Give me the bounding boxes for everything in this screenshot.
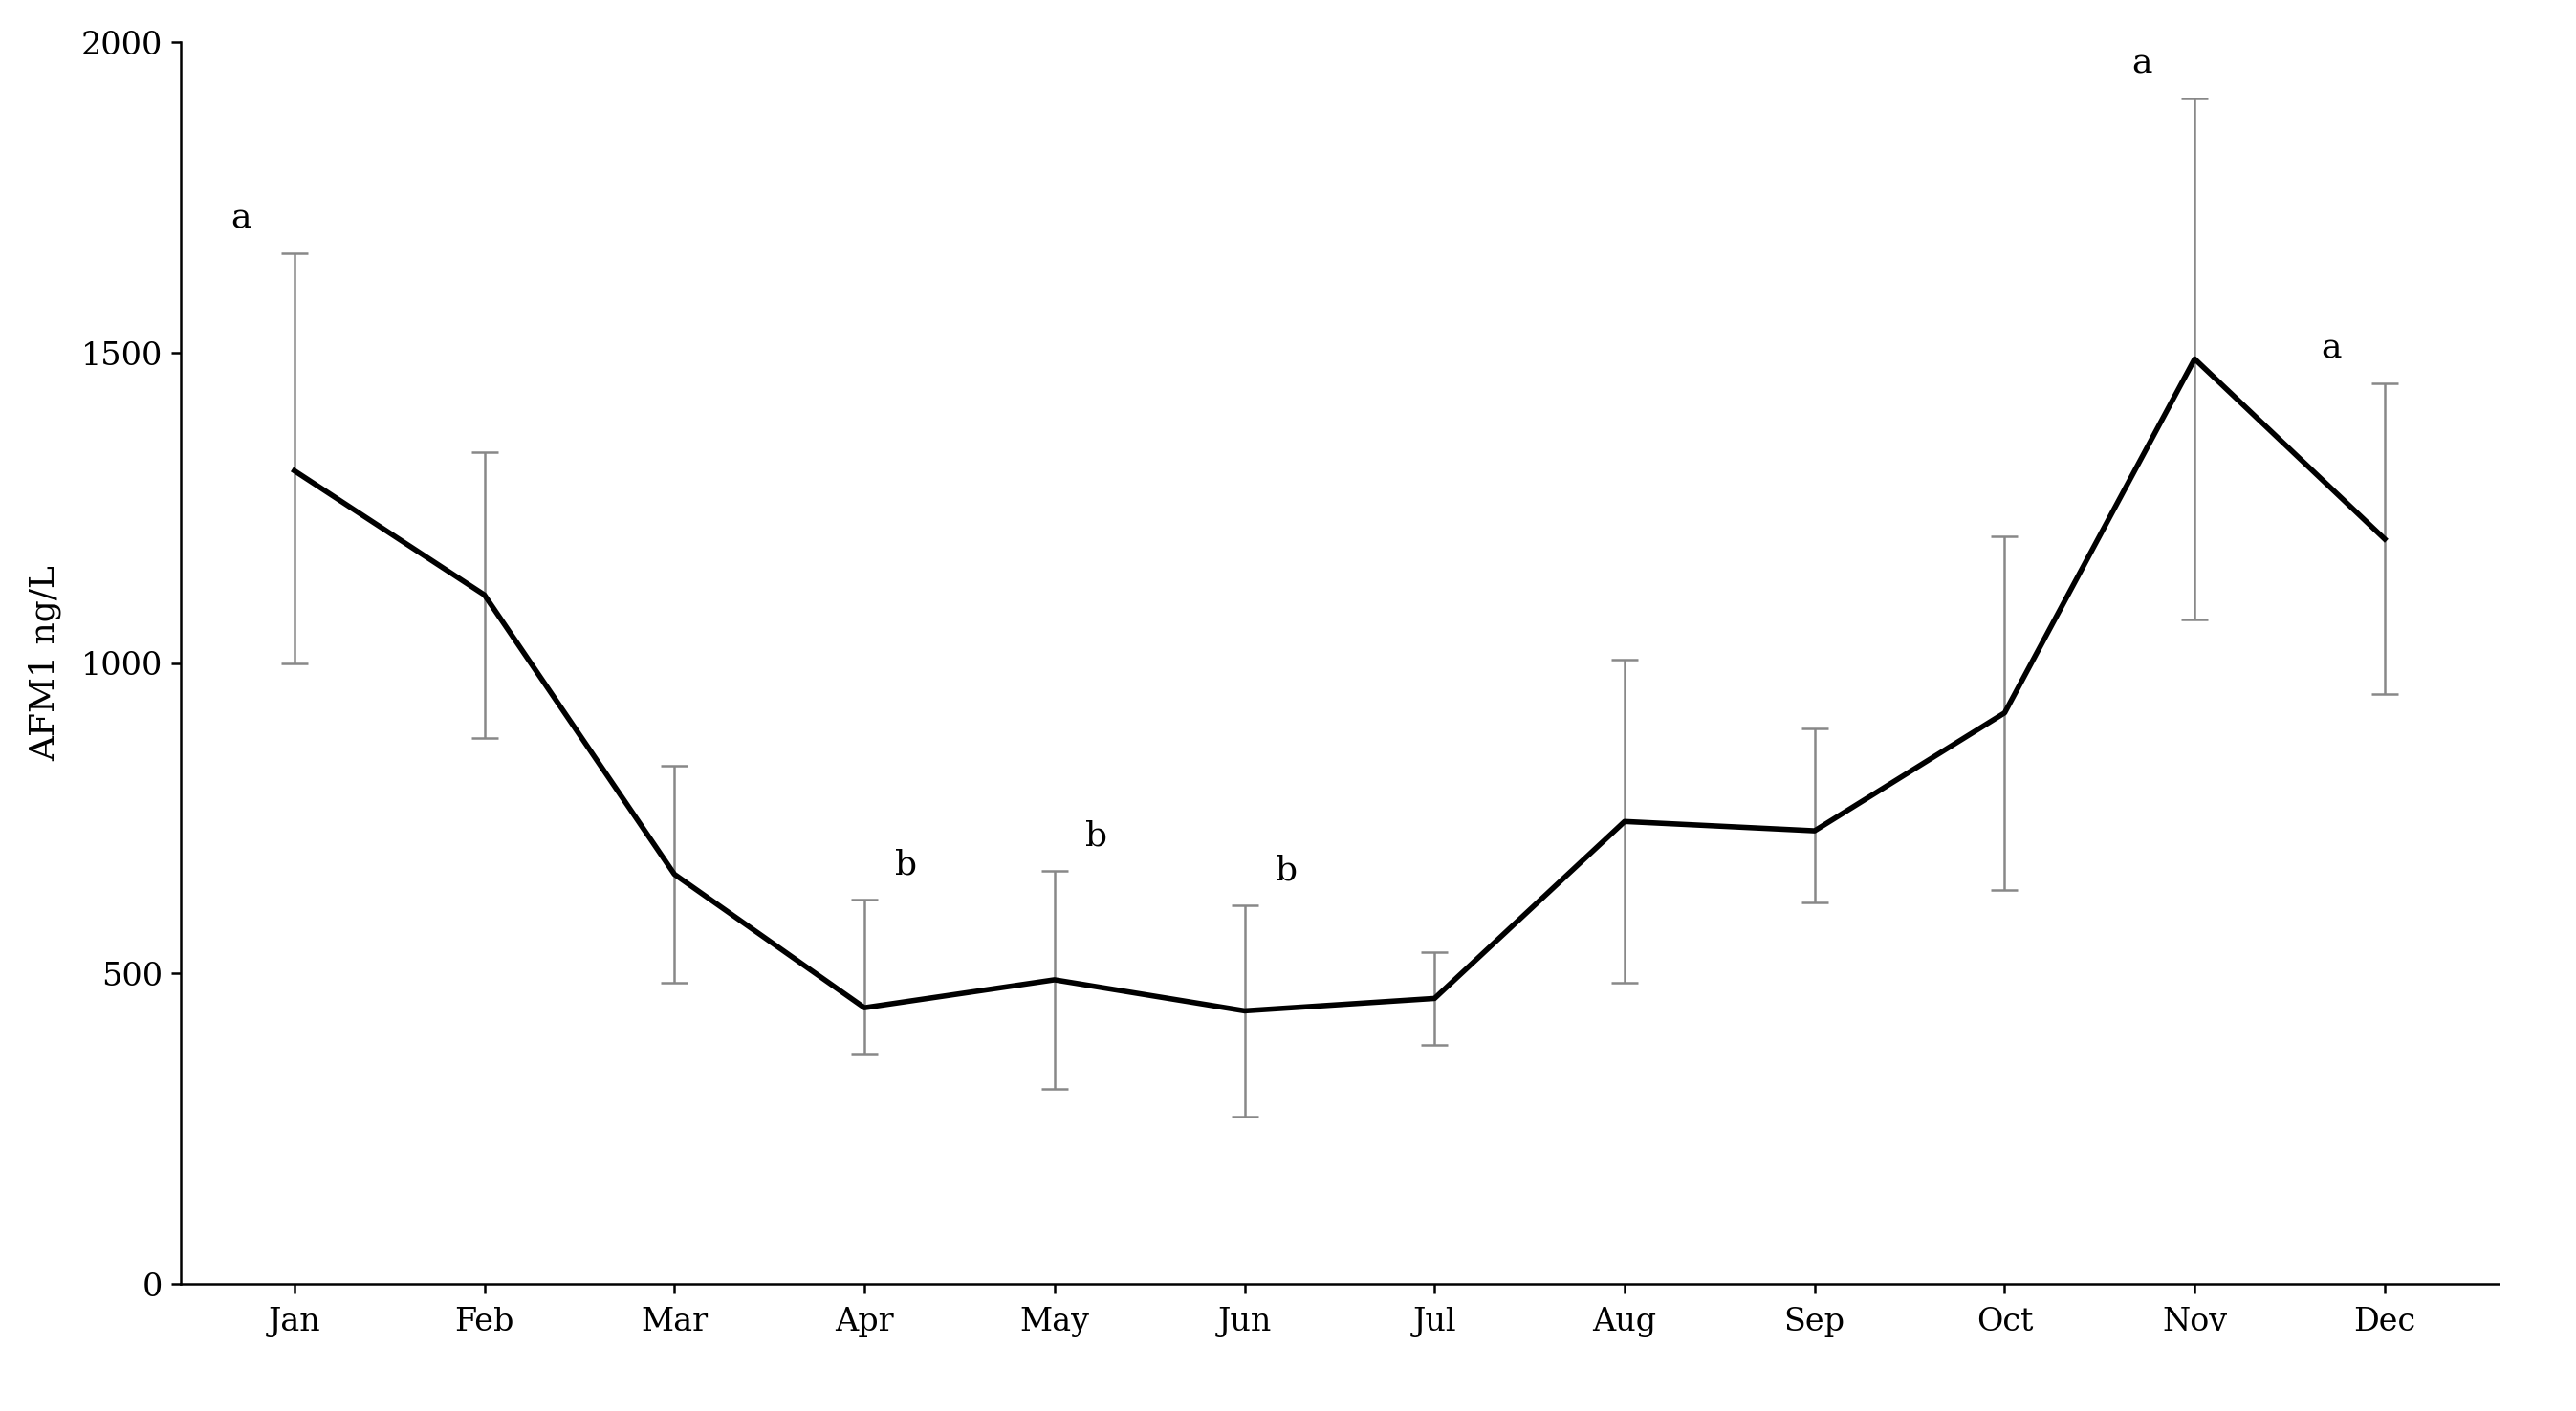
- Text: b: b: [1084, 820, 1108, 852]
- Text: a: a: [2130, 47, 2151, 79]
- Text: b: b: [896, 848, 917, 880]
- Y-axis label: AFM1 ng/L: AFM1 ng/L: [28, 566, 62, 761]
- Text: a: a: [2321, 333, 2342, 365]
- Text: a: a: [232, 202, 252, 234]
- Text: b: b: [1275, 854, 1298, 886]
